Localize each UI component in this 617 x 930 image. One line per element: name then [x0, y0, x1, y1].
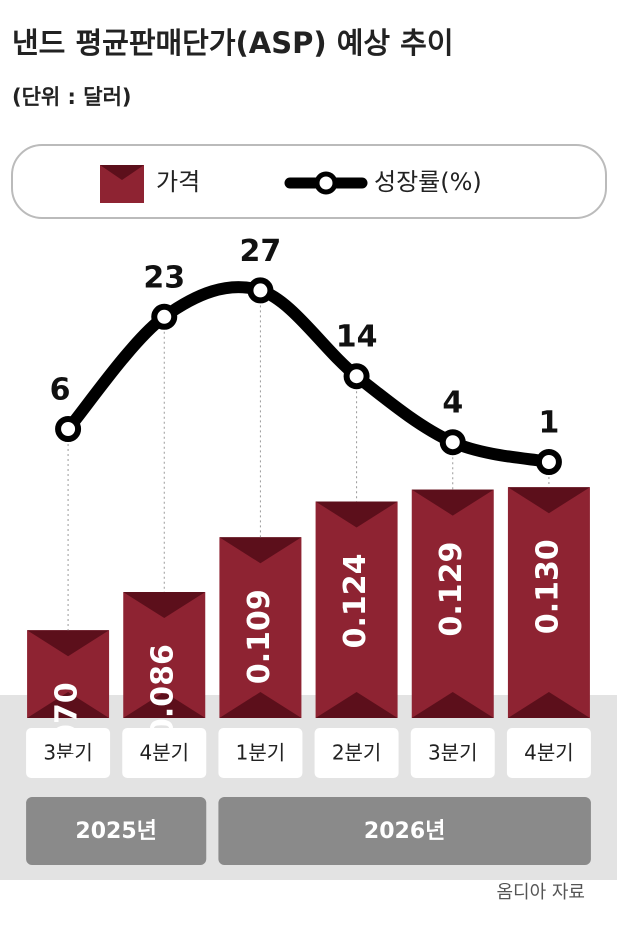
category-box [26, 728, 111, 778]
x-tick-label: 3분기 [43, 741, 93, 765]
bar-value-label: 0.129 [434, 542, 469, 637]
bar-value-label: 0.109 [242, 589, 277, 684]
line-marker [247, 277, 274, 304]
bar-top-shade [27, 630, 110, 657]
bar-base-shade [123, 692, 206, 718]
x-tick-label: 4분기 [139, 741, 189, 765]
line-value-label: 6 [50, 373, 71, 408]
bar [219, 537, 302, 718]
chart-title: 낸드 평균판매단가(ASP) 예상 추이 [12, 26, 454, 60]
line-marker [439, 429, 466, 456]
category-box [506, 728, 591, 778]
legend-label: 성장률(%) [374, 168, 482, 196]
bar-value-label: 0.130 [530, 539, 565, 634]
year-box [26, 797, 207, 865]
line-value-label: 14 [336, 320, 378, 355]
bar-value-label: 0.124 [338, 554, 373, 649]
bar-base-shade [411, 692, 494, 718]
line-marker [535, 449, 562, 475]
bar-base-shade [27, 692, 110, 718]
year-box [218, 797, 591, 865]
legend-line-marker [314, 171, 338, 195]
category-box [122, 728, 207, 778]
source: 옴디아 자료 [496, 882, 585, 903]
bar-top-shade [315, 501, 398, 528]
bar-top-shade [219, 537, 302, 564]
line-value-label: 1 [538, 406, 559, 441]
year-label: 2026년 [364, 819, 445, 844]
line-marker [151, 303, 178, 330]
legend-label: 가격 [156, 168, 200, 196]
category-box [314, 728, 399, 778]
bar-top-shade [411, 489, 494, 516]
bar-base-shade [315, 692, 398, 718]
x-tick-label: 3분기 [428, 741, 478, 765]
bar-top-shade [123, 592, 206, 619]
bar-value-label: 0.086 [146, 644, 181, 739]
x-tick-label: 4분기 [524, 741, 574, 765]
line-value-label: 4 [442, 386, 463, 421]
legend-bar-icon-top [100, 165, 144, 180]
bar-base-shade [219, 692, 302, 718]
growth-line [63, 281, 551, 468]
line-value-label: 27 [240, 234, 282, 269]
bar-value-label: 0.070 [50, 682, 85, 777]
x-tick-label: 1분기 [236, 741, 286, 765]
line-marker [343, 363, 370, 390]
bar-top-shade [507, 487, 590, 514]
category-box [218, 728, 303, 778]
bar [315, 501, 398, 718]
category-box [410, 728, 495, 778]
bar [411, 489, 494, 718]
x-tick-label: 2분기 [332, 741, 382, 765]
line-marker [55, 416, 82, 442]
bar-base-shade [507, 692, 590, 718]
line-value-label: 23 [143, 260, 185, 295]
bar [507, 487, 590, 718]
chart-subtitle: (단위 : 달러) [12, 85, 132, 109]
year-label: 2025년 [75, 819, 156, 844]
